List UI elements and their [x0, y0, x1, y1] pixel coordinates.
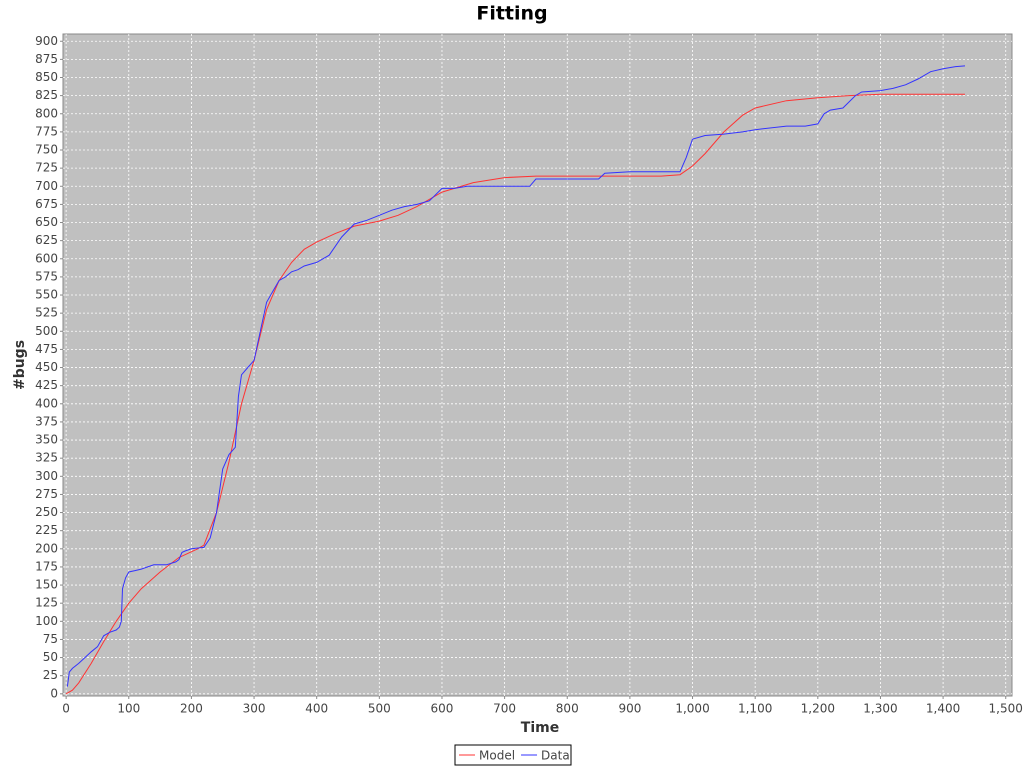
y-tick-label: 200 [35, 541, 58, 555]
x-tick-label: 900 [618, 702, 641, 716]
series-line [65, 93, 965, 695]
y-tick-label: 275 [35, 487, 58, 501]
y-tick-label: 450 [35, 360, 58, 374]
y-tick-label: 325 [35, 451, 58, 465]
y-tick-label: 50 [43, 650, 58, 664]
x-tick-label: 1,000 [675, 702, 709, 716]
x-tick-label: 1,100 [738, 702, 772, 716]
y-tick-label: 625 [35, 233, 58, 247]
y-tick-label: 700 [35, 179, 58, 193]
x-tick-label: 300 [243, 702, 266, 716]
x-axis-label: Time [521, 720, 559, 736]
series-line [66, 65, 966, 687]
y-tick-label: 375 [35, 414, 58, 428]
y-tick-label: 525 [35, 306, 58, 320]
y-tick-label: 150 [35, 578, 58, 592]
y-tick-label: 675 [35, 197, 58, 211]
y-tick-label: 750 [35, 143, 58, 157]
y-tick-label: 250 [35, 505, 58, 519]
y-tick-label: 500 [35, 324, 58, 338]
y-tick-label: 300 [35, 469, 58, 483]
x-tick-label: 700 [493, 702, 516, 716]
chart-title: Fitting [476, 3, 547, 25]
x-tick-label: 0 [62, 702, 70, 716]
y-tick-label: 350 [35, 433, 58, 447]
x-tick-label: 800 [556, 702, 579, 716]
x-tick-label: 600 [431, 702, 454, 716]
x-tick-label: 400 [305, 702, 328, 716]
x-tick-label: 1,200 [801, 702, 835, 716]
y-tick-label: 125 [35, 596, 58, 610]
y-tick-label: 175 [35, 559, 58, 573]
y-tick-label: 825 [35, 88, 58, 102]
x-tick-label: 1,400 [926, 702, 960, 716]
y-tick-label: 650 [35, 215, 58, 229]
y-tick-label: 800 [35, 106, 58, 120]
y-tick-label: 575 [35, 269, 58, 283]
legend-box [454, 744, 572, 766]
legend-label: Data [541, 749, 570, 763]
y-tick-label: 100 [35, 614, 58, 628]
x-tick-label: 1,500 [989, 702, 1023, 716]
y-tick-label: 225 [35, 523, 58, 537]
y-tick-label: 400 [35, 396, 58, 410]
x-tick-label: 200 [180, 702, 203, 716]
y-tick-label: 900 [35, 34, 58, 48]
y-tick-label: 425 [35, 378, 58, 392]
y-tick-label: 25 [43, 668, 58, 682]
y-tick-label: 850 [35, 70, 58, 84]
legend-label: Model [479, 749, 515, 763]
y-tick-label: 725 [35, 161, 58, 175]
x-tick-label: 100 [117, 702, 140, 716]
y-tick-label: 475 [35, 342, 58, 356]
y-tick-label: 775 [35, 124, 58, 138]
y-tick-label: 875 [35, 52, 58, 66]
x-tick-label: 500 [368, 702, 391, 716]
y-tick-label: 550 [35, 288, 58, 302]
y-tick-label: 0 [50, 686, 58, 700]
plot-area [62, 33, 1013, 697]
y-tick-label: 75 [43, 632, 58, 646]
x-tick-label: 1,300 [863, 702, 897, 716]
y-tick-label: 600 [35, 251, 58, 265]
y-axis-label: #bugs [12, 340, 28, 390]
